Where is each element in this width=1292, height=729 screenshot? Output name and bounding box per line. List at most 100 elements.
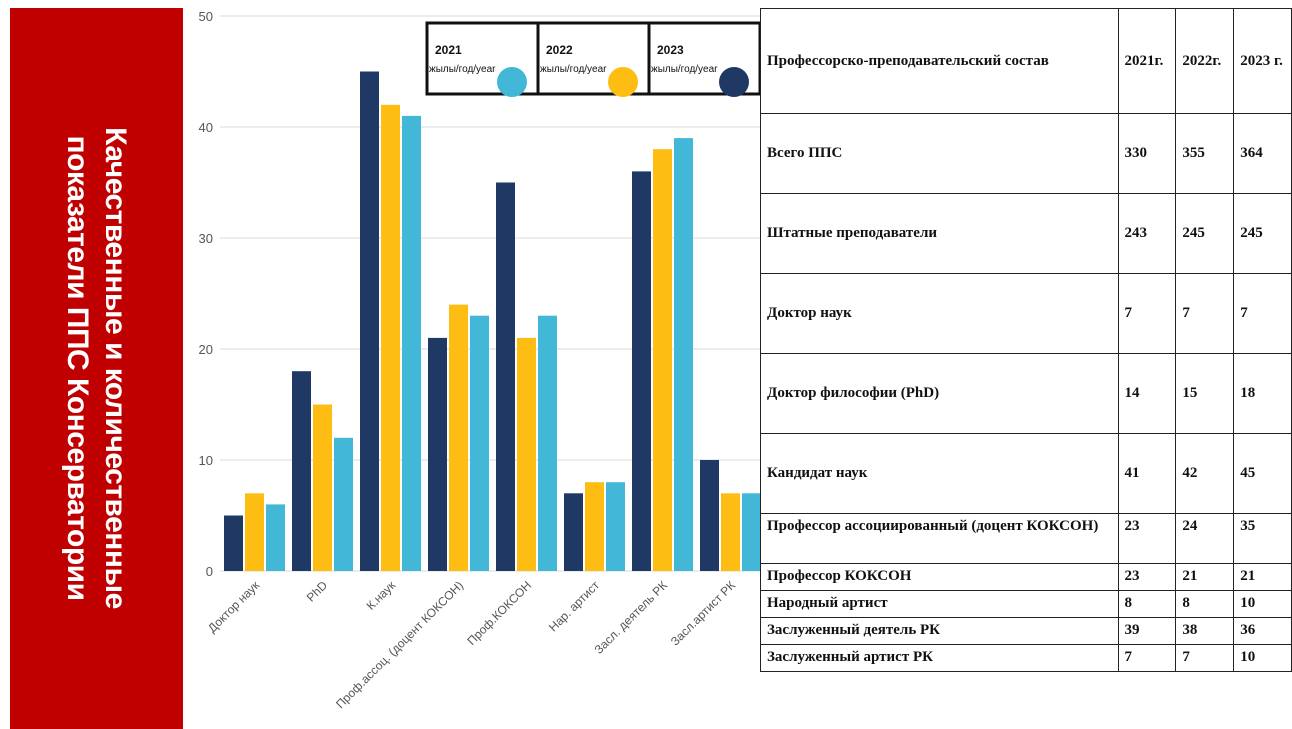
y-tick-label: 30 — [199, 231, 213, 246]
table-cell: 18 — [1233, 353, 1292, 434]
table-header-row: Профессорско-преподавательский состав 202… — [760, 8, 1292, 114]
bar — [700, 460, 719, 571]
table-cell: Доктор наук — [760, 273, 1119, 354]
table-cell: 15 — [1175, 353, 1235, 434]
x-tick-label: Засл. деятель РК — [592, 578, 670, 656]
table-row: Всего ППС 330 355 364 — [760, 113, 1292, 194]
table-cell: Заслуженный артист РК — [760, 644, 1119, 672]
x-tick-label: Засл.артист РК — [668, 578, 738, 648]
table-cell: 38 — [1175, 617, 1235, 645]
sidebar-panel: Качественные и количественные показатели… — [10, 8, 183, 729]
y-tick-label: 10 — [199, 453, 213, 468]
legend-year: 2023 — [657, 43, 684, 57]
table-header-cell: Профессорско-преподавательский состав — [760, 8, 1119, 114]
bar — [674, 138, 693, 571]
y-tick-label: 0 — [206, 564, 213, 579]
legend-sub: жылы/год/year — [429, 64, 496, 75]
x-tick-label: Проф.КОКСОН — [464, 578, 534, 648]
x-tick-label: Доктор наук — [205, 578, 263, 636]
bar — [653, 149, 672, 571]
y-tick-label: 40 — [199, 120, 213, 135]
legend-sub: жылы/год/year — [540, 64, 607, 75]
table-header-cell: 2022г. — [1175, 8, 1235, 114]
table-header-cell: 2021г. — [1117, 8, 1177, 114]
table-cell: 10 — [1233, 590, 1292, 618]
bar — [245, 493, 264, 571]
table-cell: 330 — [1117, 113, 1177, 194]
bar — [334, 437, 353, 571]
table-row: Доктор наук 7 7 7 — [760, 273, 1292, 354]
table-cell: Народный артист — [760, 590, 1119, 618]
table-cell: Заслуженный деятель РК — [760, 617, 1119, 645]
table-cell: 21 — [1233, 563, 1292, 591]
legend-sub: жылы/год/year — [651, 64, 718, 75]
table-cell: 10 — [1233, 644, 1292, 672]
table-row: Доктор философии (PhD) 14 15 18 — [760, 353, 1292, 434]
bar — [721, 493, 740, 571]
bar — [449, 304, 468, 571]
table-cell: 355 — [1175, 113, 1235, 194]
bar — [402, 115, 421, 572]
bar — [517, 337, 536, 571]
table-cell: Профессор ассоциированный (доцент КОКСОН… — [760, 513, 1119, 564]
bar — [470, 315, 489, 571]
table-cell: Профессор КОКСОН — [760, 563, 1119, 591]
x-tick-label: Нар. артист — [546, 578, 603, 635]
x-tick-label: PhD — [304, 578, 331, 605]
table-cell: 7 — [1175, 273, 1235, 354]
x-tick-label: К.наук — [364, 578, 399, 613]
table-row: Заслуженный артист РК 7 7 10 — [760, 644, 1292, 672]
legend-year: 2021 — [435, 43, 462, 57]
table-cell: 41 — [1117, 433, 1177, 514]
table-cell: Штатные преподаватели — [760, 193, 1119, 274]
legend-dot — [719, 67, 749, 97]
table-cell: 21 — [1175, 563, 1235, 591]
table-row: Заслуженный деятель РК 39 38 36 — [760, 617, 1292, 645]
table-cell: 7 — [1117, 273, 1177, 354]
bar — [381, 104, 400, 572]
table-row: Кандидат наук 41 42 45 — [760, 433, 1292, 514]
table-cell: 24 — [1175, 513, 1235, 564]
table-cell: 7 — [1117, 644, 1177, 672]
bar — [632, 171, 651, 571]
table-cell: 14 — [1117, 353, 1177, 434]
side-title: Качественные и количественные показатели… — [61, 127, 132, 609]
bar — [266, 504, 285, 571]
table-cell: 243 — [1117, 193, 1177, 274]
bar — [292, 371, 311, 571]
bar — [360, 71, 379, 571]
table-cell: 35 — [1233, 513, 1292, 564]
bar — [224, 515, 243, 571]
bar — [313, 404, 332, 571]
bar — [538, 315, 557, 571]
table-row: Штатные преподаватели 243 245 245 — [760, 193, 1292, 274]
table-cell: Доктор философии (PhD) — [760, 353, 1119, 434]
table-cell: 8 — [1175, 590, 1235, 618]
table-cell: 364 — [1233, 113, 1292, 194]
table-cell: 7 — [1233, 273, 1292, 354]
table-row: Профессор ассоциированный (доцент КОКСОН… — [760, 513, 1292, 564]
table-cell: 8 — [1117, 590, 1177, 618]
table-cell: 23 — [1117, 513, 1177, 564]
table-cell: 36 — [1233, 617, 1292, 645]
staff-table: Профессорско-преподавательский состав 202… — [760, 8, 1292, 672]
table-cell: 23 — [1117, 563, 1177, 591]
y-tick-label: 50 — [199, 9, 213, 24]
bar — [496, 182, 515, 571]
table-cell: 39 — [1117, 617, 1177, 645]
table-cell: 42 — [1175, 433, 1235, 514]
legend-dot — [608, 67, 638, 97]
table-cell: Всего ППС — [760, 113, 1119, 194]
bar — [742, 493, 760, 571]
bar — [585, 482, 604, 571]
table-row: Народный артист 8 8 10 — [760, 590, 1292, 618]
table-cell: 245 — [1175, 193, 1235, 274]
table-cell: 7 — [1175, 644, 1235, 672]
bar — [428, 337, 447, 571]
table-header-cell: 2023 г. — [1233, 8, 1292, 114]
bar — [606, 482, 625, 571]
y-tick-label: 20 — [199, 342, 213, 357]
bar-chart: 0 10 20 30 40 50 Доктор наук PhD К.наукПроф.асс… — [199, 9, 760, 711]
table-cell: 45 — [1233, 433, 1292, 514]
legend-year: 2022 — [546, 43, 573, 57]
